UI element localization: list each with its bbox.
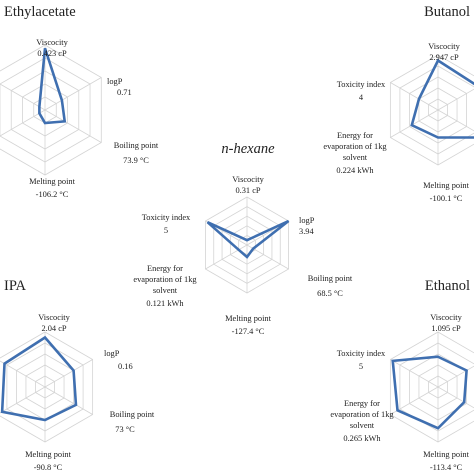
axis-spoke — [437, 88, 474, 111]
axis-value-viscocity: 0.31 cP — [235, 186, 260, 195]
axis-value-viscocity: 2.947 cP — [429, 53, 459, 62]
axis-value-viscocity: 2.04 cP — [41, 324, 66, 333]
axis-value-viscocity: 0.423 cP — [37, 49, 67, 58]
axis-label-logp: logP — [104, 349, 120, 358]
axis-label-energy-evaporation-l2: evaporation of 1kg — [133, 275, 197, 284]
axis-label-melting-point: Melting point — [29, 177, 76, 186]
axis-value-melting-point: -113.4 °C — [430, 463, 463, 472]
axis-value-melting-point: -100.1 °C — [430, 194, 463, 203]
panel-ethylacetate: Ethylacetate Viscocity 0.423 cP logP 0.7… — [0, 4, 159, 199]
axis-value-toxicity-index: 4 — [359, 93, 364, 102]
axis-spoke — [44, 109, 102, 143]
axis-label-boiling-point: Boiling point — [114, 141, 159, 150]
panel-ethanol: Ethanol Viscocity 1.095 cP Toxicity inde… — [330, 278, 474, 472]
axis-label-energy-evaporation-l1: Energy for — [344, 399, 380, 408]
axis-spoke — [205, 244, 248, 270]
axis-spoke — [0, 83, 46, 111]
axis-spoke — [437, 109, 474, 132]
axis-label-melting-point: Melting point — [423, 450, 470, 459]
chart-title-ethylacetate: Ethylacetate — [4, 4, 76, 20]
axis-value-melting-point: -90.8 °C — [34, 463, 63, 472]
axis-spoke — [390, 109, 439, 138]
radar-grid-n-hexane — [205, 196, 289, 294]
chart-title-butanol: Butanol — [424, 4, 470, 20]
axis-label-energy-evaporation-l3: solvent — [350, 421, 375, 430]
axis-label-viscocity: Viscocity — [430, 313, 462, 322]
axis-value-energy-evaporation: 0.265 kWh — [343, 434, 381, 443]
axis-label-energy-evaporation-l3: solvent — [153, 286, 178, 295]
axis-label-melting-point: Melting point — [423, 181, 470, 190]
axis-label-toxicity-index: Toxicity index — [337, 80, 386, 89]
series-polygon-n-hexane — [206, 219, 290, 259]
series-polygon-ipa — [0, 335, 78, 422]
radar-grid-butanol — [389, 54, 474, 166]
axis-spoke — [390, 359, 439, 388]
axis-label-viscocity: Viscocity — [232, 175, 264, 184]
axis-spoke — [44, 386, 93, 415]
axis-spoke — [437, 365, 474, 388]
axis-value-boiling-point: 73 °C — [115, 425, 135, 434]
panel-n-hexane: n-hexane Viscocity 0.31 cP logP 3.94 Boi… — [133, 141, 353, 336]
axis-value-energy-evaporation: 0.121 kWh — [146, 299, 184, 308]
axis-label-toxicity-index: Toxicity index — [337, 349, 386, 358]
series-polygon-ethylacetate — [38, 47, 67, 125]
axis-spoke — [0, 109, 46, 137]
axis-spoke — [390, 82, 439, 111]
axis-value-viscocity: 1.095 cP — [431, 324, 461, 333]
axis-value-melting-point: -127.4 °C — [232, 327, 265, 336]
axis-label-energy-evaporation-l2: evaporation of 1kg — [323, 142, 387, 151]
axis-label-boiling-point: Boiling point — [110, 410, 155, 419]
axis-spoke — [44, 359, 93, 388]
axis-label-toxicity-index: Toxicity index — [142, 213, 191, 222]
axis-value-boiling-point: 68.5 °C — [317, 289, 343, 298]
axis-label-energy-evaporation-l1: Energy for — [147, 264, 183, 273]
axis-label-melting-point: Melting point — [25, 450, 72, 459]
series-polygon-butanol — [410, 58, 474, 139]
axis-value-toxicity-index: 5 — [359, 362, 363, 371]
radar-grid-ethanol — [389, 331, 474, 443]
axis-label-melting-point: Melting point — [225, 314, 272, 323]
axis-label-boiling-point: Boiling point — [308, 274, 353, 283]
axis-value-toxicity-index: 5 — [164, 226, 168, 235]
axis-spoke — [44, 77, 102, 111]
grid-ring — [399, 65, 474, 155]
radar-grid-ipa — [0, 331, 94, 443]
series-polygon-ethanol — [391, 355, 468, 430]
chart-title-ipa: IPA — [4, 278, 27, 294]
axis-value-logp: 3.94 — [299, 227, 314, 236]
axis-label-energy-evaporation-l2: evaporation of 1kg — [330, 410, 394, 419]
chart-title-ethanol: Ethanol — [425, 278, 470, 294]
axis-label-logp: logP — [107, 77, 123, 86]
axis-label-energy-evaporation-l3: solvent — [343, 153, 368, 162]
axis-label-viscocity: Viscocity — [428, 42, 460, 51]
grid-ring — [0, 331, 94, 443]
panel-ipa: IPA Viscocity 2.04 cP logP 0.16 Boiling … — [0, 278, 155, 472]
axis-spoke — [437, 386, 474, 409]
axis-label-energy-evaporation-l1: Energy for — [337, 131, 373, 140]
axis-value-logp: 0.16 — [118, 362, 133, 371]
axis-spoke — [0, 386, 46, 414]
axis-value-boiling-point: 73.9 °C — [123, 156, 149, 165]
axis-value-melting-point: -106.2 °C — [36, 190, 69, 199]
axis-label-logp: logP — [299, 216, 315, 225]
panel-butanol: Butanol Viscocity 2.947 cP Toxicity inde… — [323, 4, 474, 203]
axis-value-energy-evaporation: 0.224 kWh — [336, 166, 374, 175]
axis-label-viscocity: Viscocity — [36, 38, 68, 47]
axis-label-viscocity: Viscocity — [38, 313, 70, 322]
chart-title-n-hexane: n-hexane — [221, 141, 275, 157]
axis-value-logp: 0.71 — [117, 88, 132, 97]
